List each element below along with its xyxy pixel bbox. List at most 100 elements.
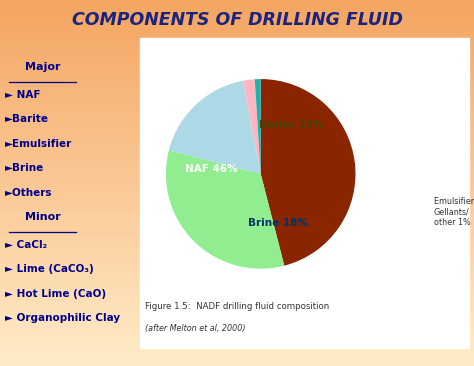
Bar bbox=[0, 99, 474, 102]
Bar bbox=[0, 110, 474, 113]
Bar bbox=[0, 271, 474, 274]
Bar bbox=[0, 135, 474, 139]
Bar bbox=[0, 139, 474, 143]
Bar bbox=[0, 227, 474, 231]
Wedge shape bbox=[166, 150, 284, 269]
Bar bbox=[0, 216, 474, 220]
Text: Minor: Minor bbox=[25, 212, 61, 222]
Bar bbox=[0, 220, 474, 223]
Bar bbox=[0, 187, 474, 190]
Bar bbox=[0, 117, 474, 121]
Bar bbox=[0, 267, 474, 271]
Bar bbox=[0, 293, 474, 296]
Bar bbox=[0, 84, 474, 88]
Bar bbox=[0, 146, 474, 150]
Bar bbox=[0, 172, 474, 176]
Bar bbox=[0, 73, 474, 77]
Bar bbox=[0, 40, 474, 44]
Bar bbox=[0, 362, 474, 366]
Text: ►Barite: ►Barite bbox=[5, 114, 49, 124]
Bar bbox=[0, 157, 474, 161]
Bar bbox=[0, 326, 474, 329]
Text: ►Brine: ►Brine bbox=[5, 163, 44, 173]
Bar bbox=[0, 223, 474, 227]
Bar bbox=[0, 77, 474, 81]
Bar bbox=[0, 322, 474, 326]
Bar bbox=[0, 355, 474, 359]
Bar bbox=[0, 70, 474, 73]
Text: (after Melton et al, 2000): (after Melton et al, 2000) bbox=[145, 324, 245, 333]
Bar bbox=[0, 81, 474, 84]
Bar bbox=[0, 7, 474, 11]
Bar bbox=[0, 201, 474, 205]
Bar bbox=[0, 329, 474, 333]
Bar bbox=[0, 242, 474, 245]
Bar bbox=[0, 253, 474, 256]
Bar bbox=[0, 88, 474, 92]
Bar bbox=[0, 15, 474, 18]
Text: Barite 33%: Barite 33% bbox=[259, 120, 323, 130]
Bar bbox=[0, 296, 474, 300]
Bar bbox=[0, 132, 474, 135]
Text: ► Organophilic Clay: ► Organophilic Clay bbox=[5, 313, 120, 323]
Bar bbox=[0, 183, 474, 187]
Wedge shape bbox=[169, 81, 261, 174]
Bar bbox=[0, 318, 474, 322]
Text: ►Others: ►Others bbox=[5, 188, 52, 198]
Bar bbox=[0, 289, 474, 293]
FancyBboxPatch shape bbox=[140, 38, 469, 348]
Text: ► NAF: ► NAF bbox=[5, 90, 40, 100]
Bar bbox=[0, 66, 474, 70]
Bar bbox=[0, 274, 474, 278]
Bar bbox=[0, 285, 474, 289]
Bar bbox=[0, 245, 474, 249]
Bar bbox=[0, 315, 474, 318]
Bar bbox=[0, 59, 474, 62]
Bar bbox=[0, 62, 474, 66]
Bar bbox=[0, 348, 474, 351]
Bar bbox=[0, 333, 474, 337]
Text: ►Emulsifier: ►Emulsifier bbox=[5, 139, 72, 149]
Wedge shape bbox=[261, 79, 356, 266]
Text: ► Hot Lime (CaO): ► Hot Lime (CaO) bbox=[5, 289, 106, 299]
Bar bbox=[0, 198, 474, 201]
Text: ► Lime (CaCO₃): ► Lime (CaCO₃) bbox=[5, 264, 93, 274]
Bar bbox=[0, 179, 474, 183]
Bar bbox=[0, 176, 474, 179]
Bar bbox=[0, 26, 474, 29]
Bar bbox=[0, 234, 474, 238]
Bar bbox=[0, 48, 474, 51]
Bar bbox=[0, 351, 474, 355]
Bar bbox=[0, 212, 474, 216]
Bar bbox=[0, 194, 474, 198]
Text: Brine 18%: Brine 18% bbox=[248, 218, 308, 228]
Bar bbox=[0, 18, 474, 22]
Bar bbox=[0, 150, 474, 154]
Bar bbox=[0, 231, 474, 234]
Bar bbox=[0, 37, 474, 40]
Wedge shape bbox=[243, 79, 261, 174]
Text: COMPONENTS OF DRILLING FLUID: COMPONENTS OF DRILLING FLUID bbox=[72, 11, 402, 29]
Bar bbox=[0, 106, 474, 110]
Bar bbox=[0, 311, 474, 315]
Bar bbox=[0, 143, 474, 146]
Bar bbox=[0, 168, 474, 172]
Bar bbox=[0, 238, 474, 242]
Bar bbox=[0, 307, 474, 311]
Text: Major: Major bbox=[25, 62, 60, 72]
Bar bbox=[0, 22, 474, 26]
Bar bbox=[0, 113, 474, 117]
Bar bbox=[0, 344, 474, 348]
Bar bbox=[0, 249, 474, 253]
Bar bbox=[0, 55, 474, 59]
Bar bbox=[0, 33, 474, 37]
Text: Emulsifiers 2%
Gellants/
other 1%: Emulsifiers 2% Gellants/ other 1% bbox=[434, 197, 474, 227]
Bar bbox=[0, 102, 474, 106]
Bar bbox=[0, 300, 474, 304]
Bar bbox=[0, 340, 474, 344]
Bar bbox=[0, 278, 474, 282]
Bar bbox=[0, 11, 474, 15]
Bar bbox=[0, 304, 474, 307]
Bar bbox=[0, 205, 474, 209]
Bar bbox=[0, 92, 474, 95]
